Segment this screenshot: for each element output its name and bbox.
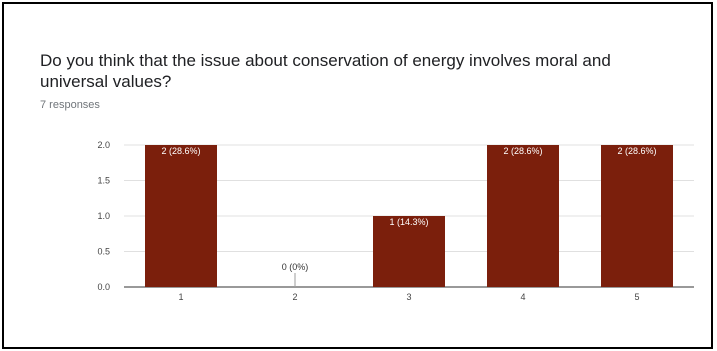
y-tick-label: 0.5 bbox=[97, 247, 110, 257]
data-label: 1 (14.3%) bbox=[389, 217, 428, 227]
data-label: 2 (28.6%) bbox=[161, 146, 200, 156]
y-tick-label: 1.5 bbox=[97, 176, 110, 186]
bar-chart: 0.0 0.5 1.0 1.5 2.0 2 (28.6%) 1 0 (0%) 2 1 (14.3%… bbox=[97, 140, 694, 302]
x-tick-label: 3 bbox=[406, 292, 411, 302]
x-tick-label: 5 bbox=[634, 292, 639, 302]
x-tick-label: 2 bbox=[292, 292, 297, 302]
y-tick-label: 0.0 bbox=[97, 282, 110, 292]
data-label: 0 (0%) bbox=[282, 262, 309, 272]
y-tick-label: 1.0 bbox=[97, 211, 110, 221]
bar bbox=[145, 145, 217, 287]
bar bbox=[601, 145, 673, 287]
data-label: 2 (28.6%) bbox=[617, 146, 656, 156]
x-tick-label: 1 bbox=[178, 292, 183, 302]
question-title: Do you think that the issue about conser… bbox=[40, 51, 611, 91]
data-label: 2 (28.6%) bbox=[503, 146, 542, 156]
x-tick-label: 4 bbox=[520, 292, 525, 302]
bar bbox=[487, 145, 559, 287]
bar bbox=[373, 216, 445, 287]
y-tick-label: 2.0 bbox=[97, 140, 110, 150]
response-count: 7 responses bbox=[40, 99, 100, 111]
